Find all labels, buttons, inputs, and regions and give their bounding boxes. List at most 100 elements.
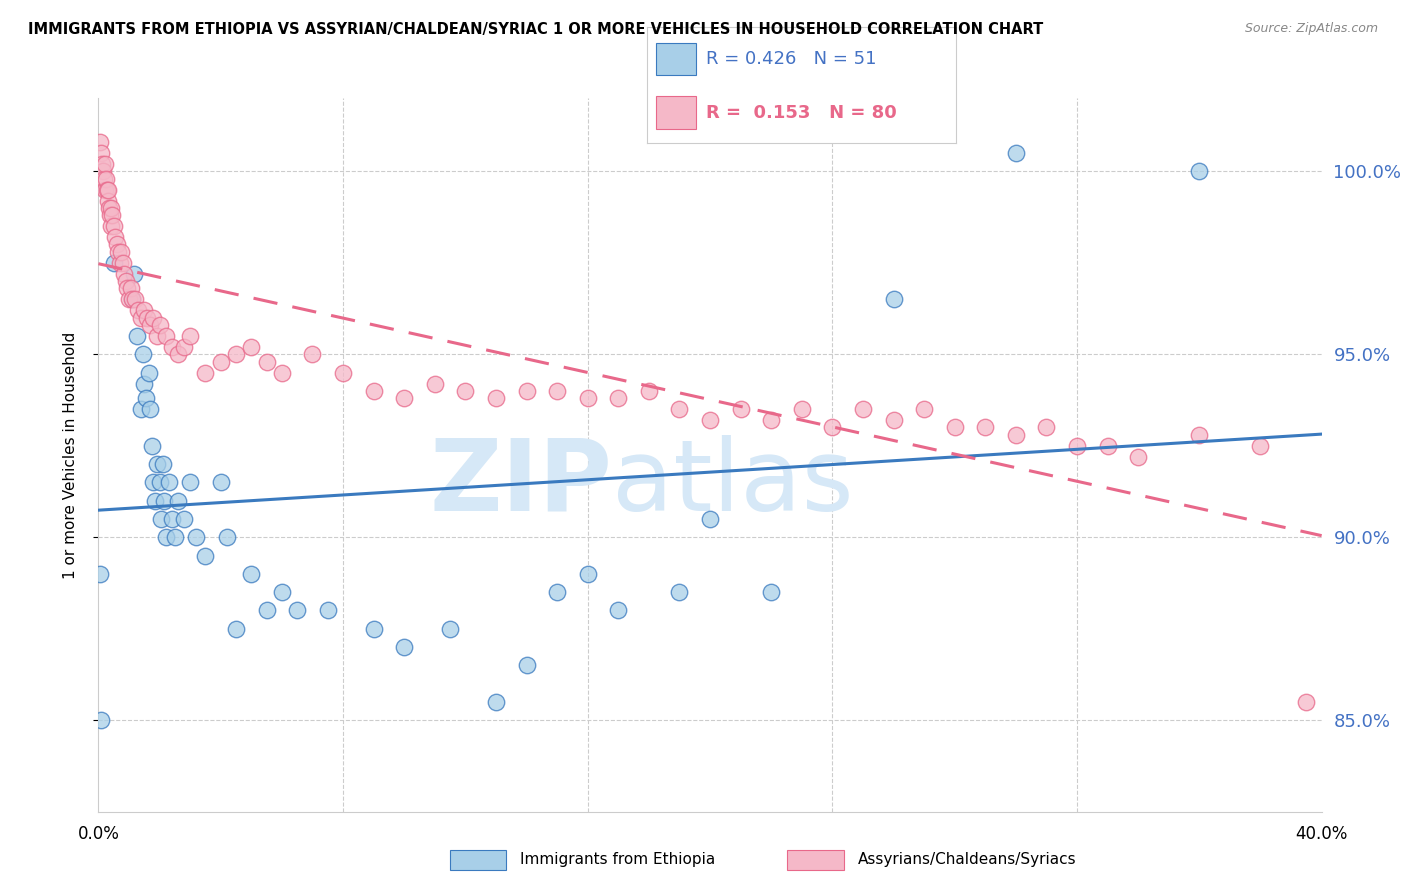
Point [143, 493, 166, 508]
Point [135, 391, 157, 405]
Point [96, 183, 118, 197]
Bar [657, 43, 696, 76]
Point [134, 303, 156, 318]
Point [90, 713, 112, 727]
Point [186, 530, 208, 544]
Point [103, 256, 125, 270]
Point [363, 622, 385, 636]
Text: R = 0.426   N = 51: R = 0.426 N = 51 [706, 50, 876, 68]
Point [90, 146, 112, 161]
Point [638, 384, 661, 398]
Point [699, 512, 721, 526]
Point [145, 329, 167, 343]
Point [118, 293, 141, 307]
Point [125, 329, 148, 343]
Point [516, 384, 538, 398]
Text: Assyrians/Chaldeans/Syriacs: Assyrians/Chaldeans/Syriacs [858, 853, 1076, 867]
Point [225, 347, 247, 361]
Point [285, 603, 308, 617]
Point [138, 366, 160, 380]
Point [94, 183, 117, 197]
Point [173, 512, 195, 526]
Text: Source: ZipAtlas.com: Source: ZipAtlas.com [1244, 22, 1378, 36]
Point [576, 566, 599, 581]
Point [103, 219, 125, 234]
Point [790, 402, 813, 417]
Point [1004, 427, 1026, 442]
Point [97, 183, 120, 197]
Point [454, 384, 477, 398]
Point [194, 366, 217, 380]
Point [142, 310, 165, 325]
Point [149, 318, 172, 332]
Point [117, 281, 139, 295]
Point [1097, 439, 1119, 453]
Point [107, 244, 129, 259]
Point [153, 493, 176, 508]
Point [89, 135, 111, 149]
Point [110, 244, 132, 259]
Point [194, 549, 217, 563]
Point [256, 354, 278, 368]
Point [121, 293, 143, 307]
Point [215, 530, 238, 544]
Point [332, 366, 354, 380]
Point [607, 603, 630, 617]
Text: ZIP: ZIP [429, 435, 612, 532]
Text: atlas: atlas [612, 435, 853, 532]
Point [316, 603, 339, 617]
Point [124, 293, 146, 307]
Point [439, 622, 461, 636]
Point [1128, 450, 1150, 464]
Point [104, 230, 127, 244]
Point [485, 695, 508, 709]
Bar [657, 96, 696, 128]
Point [100, 219, 122, 234]
Point [240, 566, 263, 581]
Point [699, 413, 721, 427]
Point [485, 391, 508, 405]
Point [912, 402, 935, 417]
Point [240, 340, 263, 354]
Point [730, 402, 752, 417]
Point [179, 475, 201, 490]
Point [1066, 439, 1088, 453]
Point [120, 281, 142, 295]
Point [761, 413, 783, 427]
Point [112, 267, 135, 281]
Point [163, 530, 186, 544]
Point [97, 194, 120, 208]
Point [1188, 427, 1211, 442]
Point [98, 201, 121, 215]
Point [149, 475, 172, 490]
Point [129, 310, 152, 325]
Point [516, 658, 538, 673]
Point [91, 164, 114, 178]
Point [150, 512, 173, 526]
Point [1250, 439, 1272, 453]
Point [132, 347, 155, 361]
Point [93, 157, 115, 171]
Point [108, 256, 131, 270]
Point [139, 318, 162, 332]
Point [157, 475, 180, 490]
Point [101, 208, 124, 222]
Point [392, 640, 416, 654]
Point [392, 391, 416, 405]
Point [423, 376, 446, 391]
Point [607, 391, 630, 405]
Point [155, 329, 177, 343]
Point [145, 457, 167, 471]
Point [546, 585, 568, 599]
Point [111, 256, 134, 270]
Point [256, 603, 278, 617]
Point [167, 347, 190, 361]
Point [209, 475, 232, 490]
Point [127, 303, 149, 318]
Point [1188, 164, 1211, 178]
Point [883, 413, 905, 427]
Point [209, 354, 232, 368]
Point [363, 384, 385, 398]
Point [974, 420, 997, 434]
Point [129, 402, 152, 417]
